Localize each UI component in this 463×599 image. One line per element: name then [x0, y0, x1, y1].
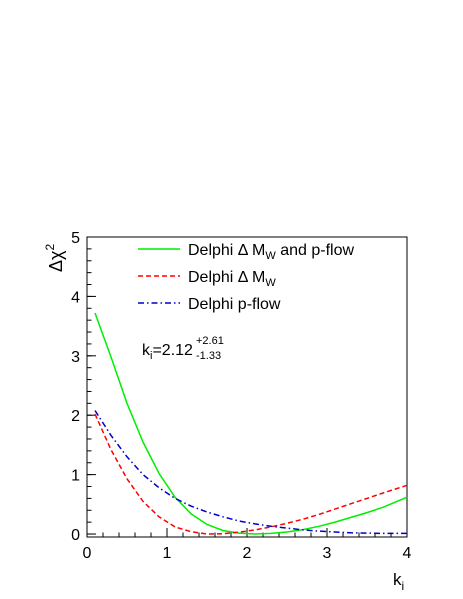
legend-label-2: Delphi p-flow — [188, 296, 281, 313]
series-line-2 — [94, 410, 407, 535]
fit-annotation-sup: +2.61 — [196, 335, 224, 347]
x-axis-title: ki — [393, 570, 404, 593]
x-tick-label: 3 — [323, 545, 332, 562]
x-tick-label: 1 — [163, 545, 172, 562]
series-line-0 — [94, 312, 408, 535]
fit-annotation-sub: -1.33 — [196, 350, 221, 362]
x-tick-label: 0 — [83, 545, 92, 562]
y-tick-label: 5 — [71, 230, 80, 247]
legend: Delphi Δ MW and p-flow Delphi Δ MW Delph… — [138, 242, 354, 313]
legend-label-1: Delphi Δ MW — [188, 269, 276, 289]
x-tick-label: 4 — [403, 545, 412, 562]
fit-annotation: ki=2.12 — [142, 342, 193, 362]
series-group — [94, 312, 408, 535]
y-tick-label: 0 — [71, 527, 80, 544]
x-tick-label: 2 — [243, 545, 252, 562]
y-tick-label: 2 — [71, 408, 80, 425]
y-tick-label: 3 — [71, 349, 80, 366]
y-axis-title: Δχ2 — [43, 244, 66, 272]
series-line-1 — [94, 413, 408, 535]
y-tick-label: 4 — [71, 289, 80, 306]
y-tick-label: 1 — [71, 468, 80, 485]
legend-label-0: Delphi Δ MW and p-flow — [188, 242, 354, 262]
axis-ticks: 0 1 2 3 4 0 1 2 3 4 5 — [71, 230, 411, 562]
